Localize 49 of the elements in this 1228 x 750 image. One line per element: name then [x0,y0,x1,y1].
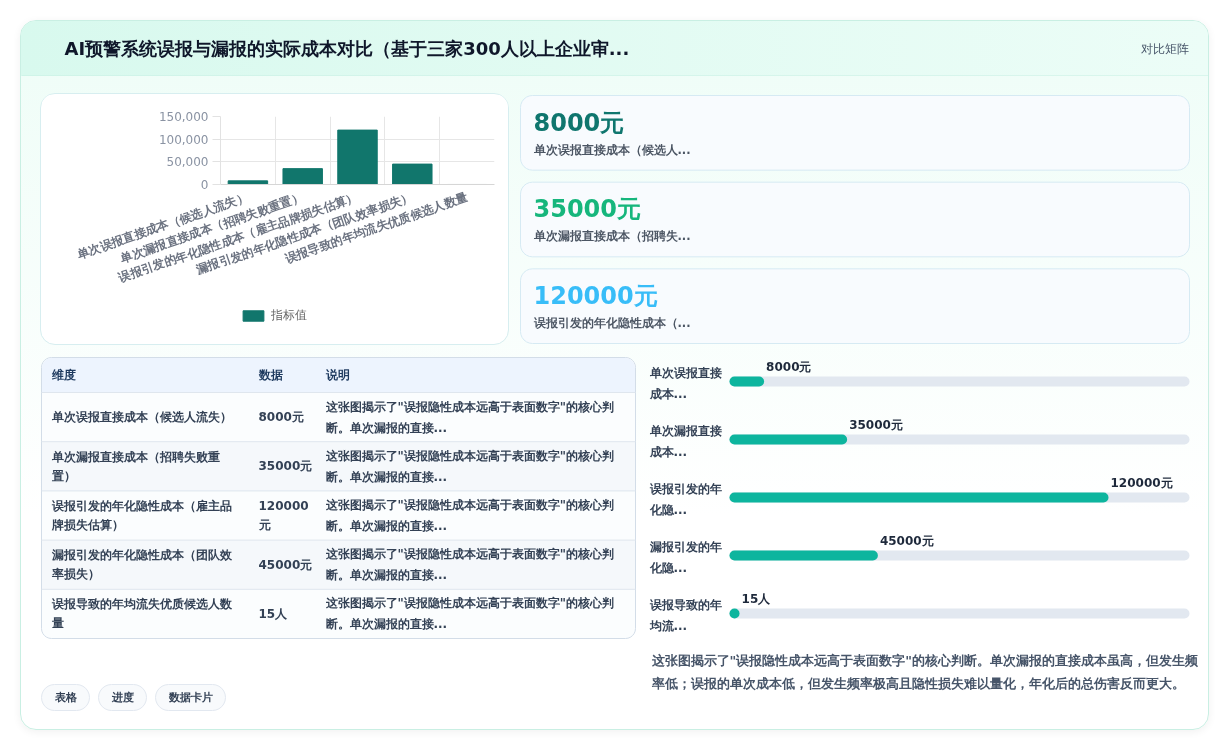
category-label: 单次误报直接成本（候选人流失） [50,410,232,425]
y-tick-label: 0 [200,178,209,192]
text: 120000元 [533,281,658,310]
y-tick-label: 单次漏报直接成本... [648,424,722,459]
category-label: 误报导致的年均流失优质候选人数量 [50,597,233,631]
y-tick-label: 漏报引发的年化隐... [648,540,722,575]
data-label: 15人 [741,591,772,606]
category-label: 误报引发的年化隐性成本（雇主品牌损失估算） [50,499,232,532]
data-label: 45000元 [879,533,934,548]
text: 数据卡片 [167,691,213,704]
y-tick-label: 单次误报直接成本... [648,366,722,401]
category-label: 单次误报直接成本（候选人... [532,142,691,157]
text: 说明 [324,368,350,382]
legend-label: 指标值 [271,307,307,324]
y-tick-label: 误报引发的年化隐... [648,482,722,517]
text: 数据 [257,368,283,382]
y-tick-label: 100,000 [158,132,209,147]
text: 这张图揭示了"误报隐性成本远高于表面数字"的核心判断。单次漏报的直接成本虽高，但发生频率低；误报的单次成本低，但发生频率极高且隐性损失难以量化，年化后的总伤害反而更大。 [650,652,1200,691]
text: 这张图揭示了"误报隐性成本远高于表面数字"的核心判断。单次漏报的直接... [324,498,615,533]
y-tick-label: 误报导致的年均流... [648,598,722,633]
text: 进度 [110,691,134,704]
data-label: 35000元 [849,417,903,432]
bar [337,129,378,185]
text: 这张图揭示了"误报隐性成本远高于表面数字"的核心判断。单次漏报的直接... [324,596,615,632]
text: 对比矩阵 [1140,41,1189,56]
text: 35000元 [533,195,641,224]
text: 这张图揭示了"误报隐性成本远高于表面数字"的核心判断。单次漏报的直接... [324,448,615,484]
text: 45000元 [258,557,313,572]
text: 120000元 [258,499,309,532]
text: 15人 [258,606,288,621]
bar [227,180,269,185]
text: AI预警系统误报与漏报的实际成本对比（基于三家300人以上企业审... [64,38,630,59]
y-tick-label: 150,000 [158,110,209,124]
text: 8000元 [258,410,304,425]
text: 35000元 [258,459,313,474]
text: 维度 [50,368,76,382]
bar [392,163,433,185]
data-label: 120000元 [1110,475,1173,490]
text: 这张图揭示了"误报隐性成本远高于表面数字"的核心判断。单次漏报的直接... [324,547,615,583]
y-tick-label: 50,000 [166,155,209,170]
category-label: 单次漏报直接成本（招聘失败重置） [50,449,220,483]
text: 这张图揭示了"误报隐性成本远高于表面数字"的核心判断。单次漏报的直接... [324,399,615,435]
text: 8000元 [533,108,625,137]
text: 表格 [53,691,78,704]
category-label: 单次漏报直接成本（招聘失... [532,229,691,244]
data-label: 8000元 [766,359,812,374]
bar [282,168,323,185]
category-label: 漏报引发的年化隐性成本（团队效率损失） [50,548,233,582]
category-label: 误报引发的年化隐性成本（... [532,315,691,330]
